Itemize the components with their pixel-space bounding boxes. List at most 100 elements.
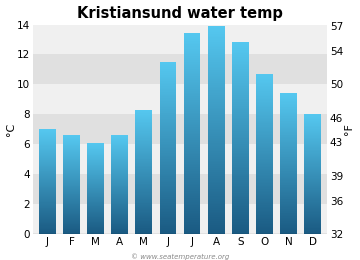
Bar xyxy=(208,188,225,189)
Bar xyxy=(159,226,176,227)
Bar xyxy=(184,222,201,223)
Bar xyxy=(135,122,152,123)
Bar xyxy=(256,201,273,202)
Bar xyxy=(256,101,273,102)
Bar xyxy=(280,152,297,153)
Bar xyxy=(159,215,176,216)
Bar xyxy=(304,171,321,172)
Bar xyxy=(184,61,201,62)
Bar xyxy=(280,163,297,164)
Bar xyxy=(232,70,249,71)
Bar xyxy=(159,102,176,103)
Bar xyxy=(304,140,321,141)
Bar xyxy=(256,190,273,191)
Bar xyxy=(208,78,225,79)
Bar xyxy=(184,141,201,142)
Bar xyxy=(232,155,249,156)
Bar xyxy=(135,160,152,161)
Bar xyxy=(232,224,249,225)
Bar xyxy=(232,87,249,88)
Bar xyxy=(232,118,249,119)
Bar xyxy=(208,171,225,172)
Bar xyxy=(256,74,273,75)
Bar xyxy=(184,99,201,100)
Bar xyxy=(184,55,201,56)
Bar xyxy=(87,148,104,149)
Bar xyxy=(111,219,128,220)
Bar xyxy=(111,166,128,167)
Bar xyxy=(256,88,273,89)
Bar xyxy=(304,203,321,204)
Bar xyxy=(280,129,297,130)
Bar xyxy=(280,127,297,128)
Bar xyxy=(63,187,80,188)
Bar xyxy=(135,118,152,119)
Bar xyxy=(304,129,321,130)
Bar xyxy=(159,151,176,152)
Bar xyxy=(304,228,321,229)
Bar xyxy=(208,150,225,151)
Bar xyxy=(256,199,273,200)
Bar xyxy=(63,154,80,155)
Bar xyxy=(256,147,273,148)
Bar xyxy=(63,162,80,163)
Bar xyxy=(87,146,104,147)
Bar xyxy=(159,218,176,219)
Bar xyxy=(135,155,152,156)
Bar xyxy=(135,166,152,167)
Bar xyxy=(63,227,80,228)
Bar xyxy=(159,160,176,161)
Bar xyxy=(304,189,321,190)
Bar xyxy=(304,220,321,221)
Bar xyxy=(256,184,273,185)
Bar xyxy=(304,222,321,223)
Bar xyxy=(184,37,201,38)
Bar xyxy=(256,173,273,174)
Bar xyxy=(39,194,56,195)
Bar xyxy=(208,134,225,135)
Bar xyxy=(208,185,225,186)
Bar xyxy=(184,145,201,146)
Bar xyxy=(184,66,201,67)
Bar xyxy=(256,111,273,112)
Bar xyxy=(208,224,225,225)
Bar xyxy=(304,153,321,154)
Bar xyxy=(87,207,104,208)
Bar xyxy=(280,200,297,201)
Bar xyxy=(39,181,56,182)
Bar xyxy=(184,75,201,76)
Bar xyxy=(111,212,128,213)
Bar xyxy=(63,152,80,153)
Bar xyxy=(184,77,201,79)
Bar xyxy=(159,186,176,187)
Bar xyxy=(135,137,152,138)
Bar xyxy=(232,117,249,118)
Bar xyxy=(111,143,128,144)
Bar xyxy=(39,221,56,222)
Bar xyxy=(280,132,297,133)
Bar xyxy=(111,215,128,216)
Bar xyxy=(256,206,273,207)
Bar xyxy=(184,218,201,219)
Bar xyxy=(63,219,80,220)
Bar xyxy=(63,172,80,173)
Bar xyxy=(111,186,128,187)
Bar xyxy=(232,195,249,196)
Bar xyxy=(304,216,321,217)
Bar xyxy=(280,202,297,203)
Bar xyxy=(184,128,201,129)
Bar xyxy=(232,77,249,78)
Bar xyxy=(39,147,56,148)
Bar xyxy=(39,217,56,218)
Bar xyxy=(208,63,225,64)
Bar xyxy=(256,227,273,228)
Bar xyxy=(208,232,225,233)
Bar xyxy=(232,216,249,217)
Bar xyxy=(184,103,201,104)
Bar xyxy=(232,172,249,173)
Bar xyxy=(304,206,321,207)
Bar xyxy=(135,121,152,122)
Bar xyxy=(232,165,249,166)
Bar xyxy=(159,155,176,156)
Bar xyxy=(256,169,273,170)
